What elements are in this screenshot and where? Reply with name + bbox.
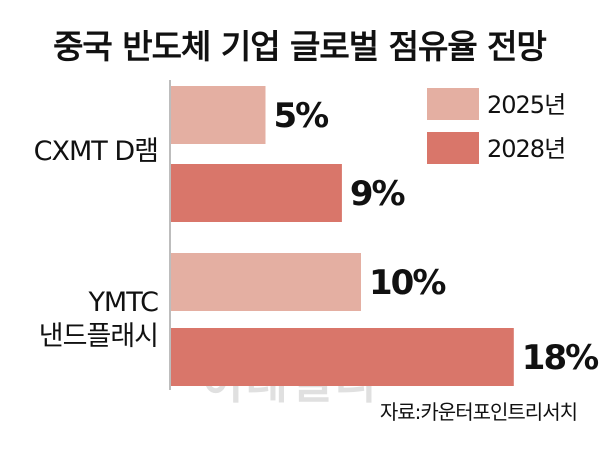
bar-2-series-2 bbox=[170, 328, 514, 386]
bar-1-series-1 bbox=[170, 86, 266, 144]
chart-title: 중국 반도체 기업 글로벌 점유율 전망 bbox=[53, 27, 547, 66]
bar-2-series-1 bbox=[170, 253, 361, 311]
value-label-1-series-1: 5% bbox=[274, 96, 329, 136]
legend-label-1: 2025년 bbox=[487, 91, 565, 119]
legend-swatch-1 bbox=[427, 88, 479, 120]
bar-1-series-2 bbox=[170, 164, 342, 222]
value-label-2-series-1: 10% bbox=[369, 263, 445, 303]
category-label-2-line-1: YMTC bbox=[87, 287, 158, 318]
source-note: 자료:카운터포인트리서치 bbox=[379, 400, 578, 424]
legend-swatch-2 bbox=[427, 132, 479, 164]
category-label-1-line-1: CXMT D램 bbox=[34, 136, 158, 167]
legend-label-2: 2028년 bbox=[487, 135, 565, 163]
value-label-1-series-2: 9% bbox=[350, 174, 405, 214]
value-label-2-series-2: 18% bbox=[522, 338, 598, 378]
category-label-2-line-2: 낸드플래시 bbox=[39, 321, 158, 352]
